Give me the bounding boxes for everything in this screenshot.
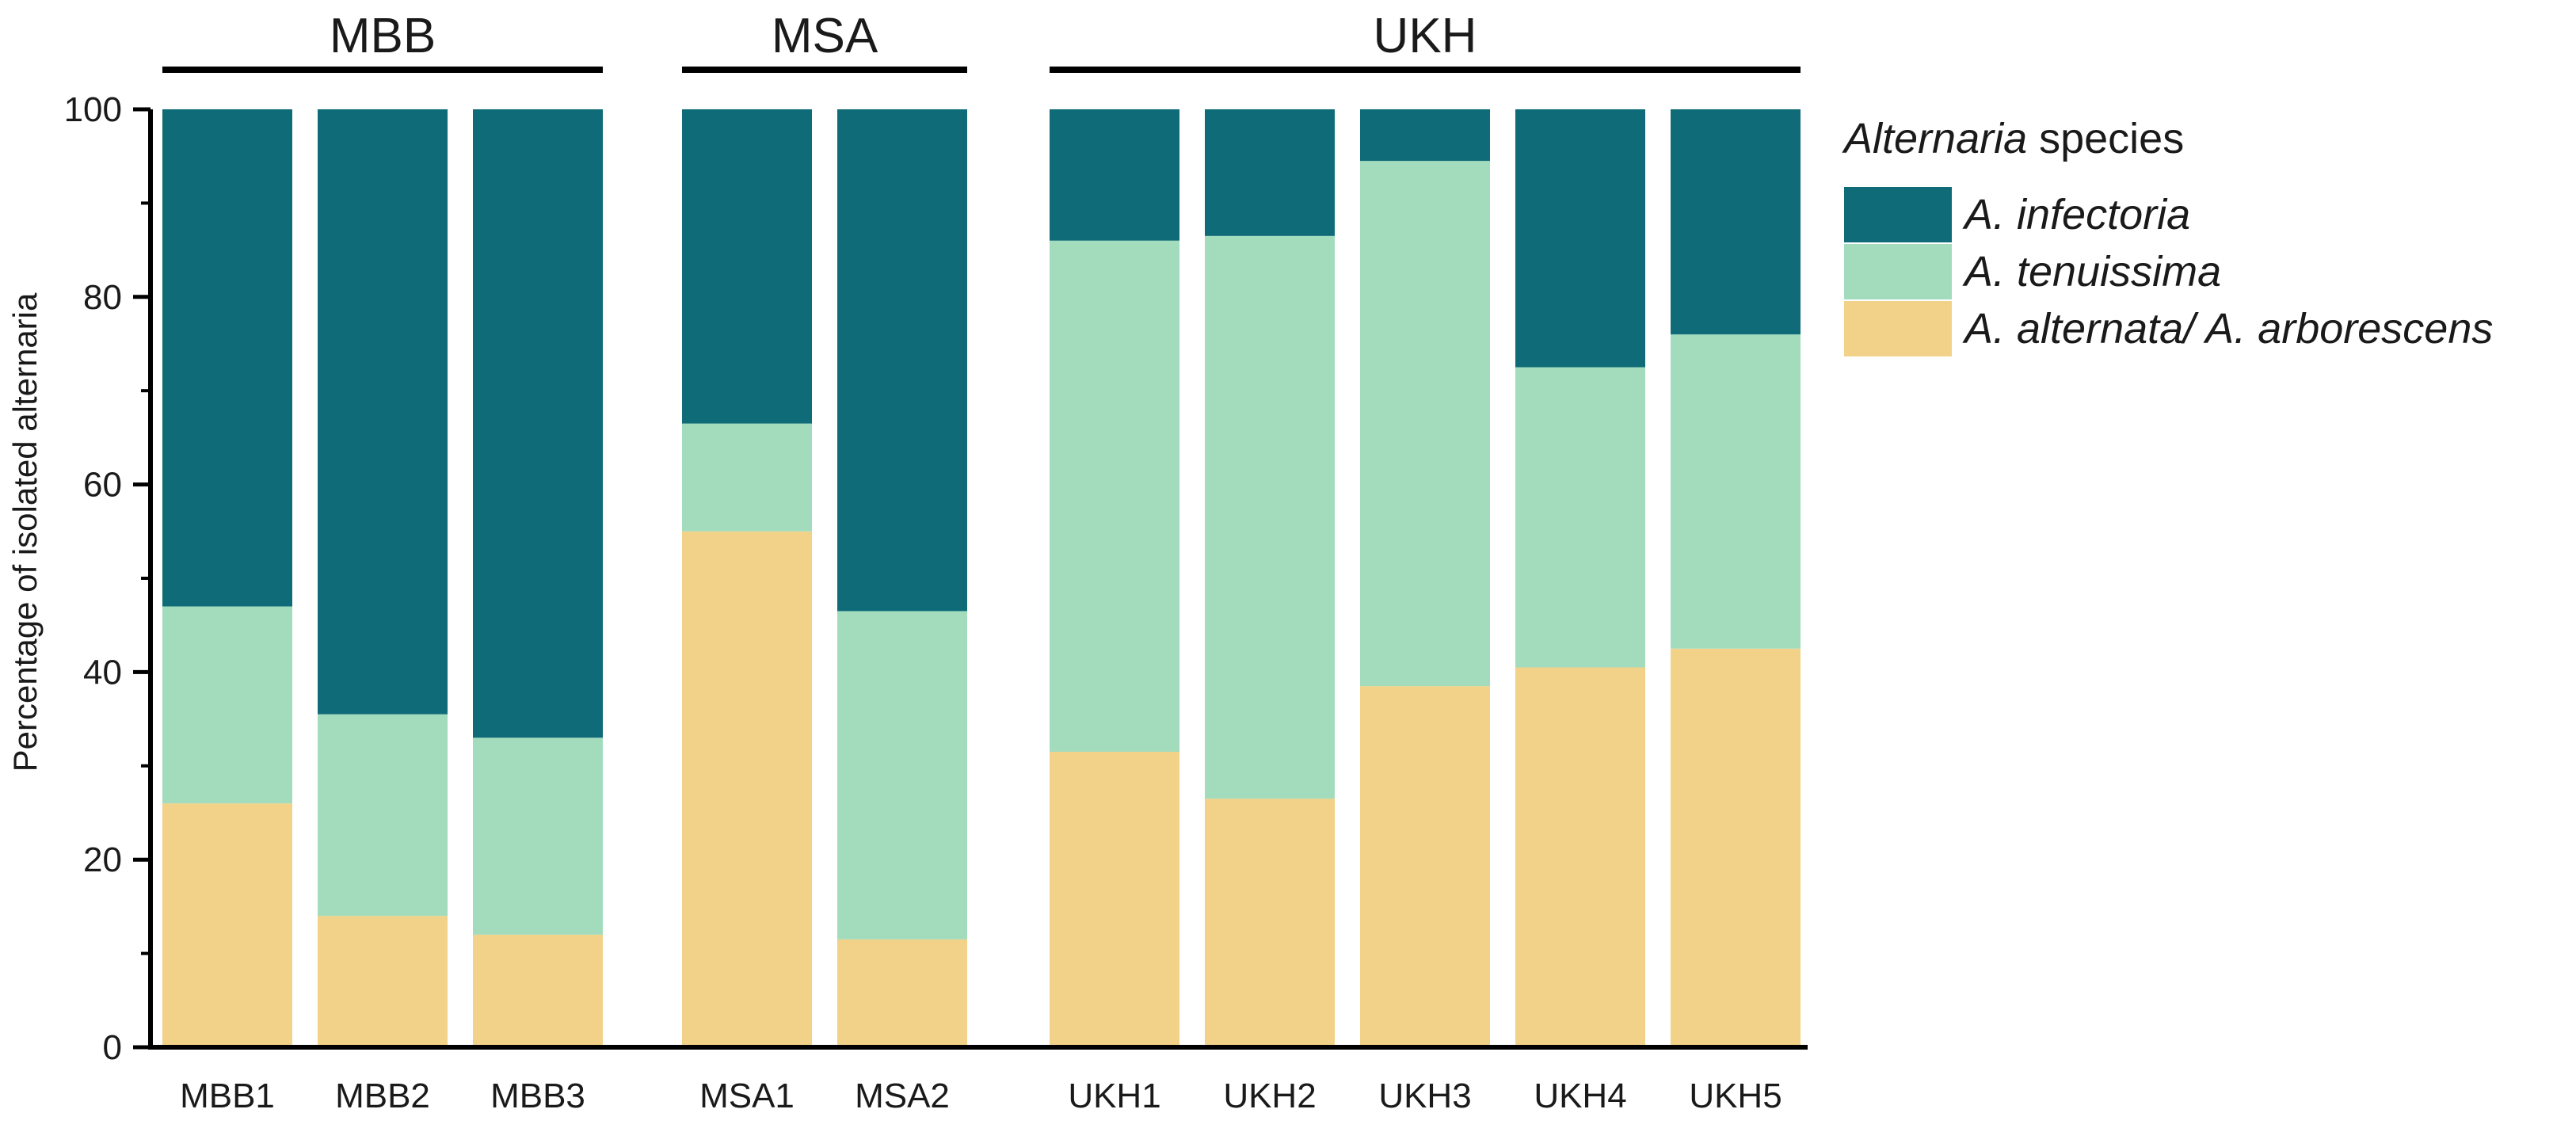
group-label-ukh: UKH: [1374, 9, 1477, 63]
y-tick-label: 0: [103, 1028, 122, 1067]
bar-msa2-series-2: [837, 109, 967, 612]
x-tick-label: MSA1: [699, 1077, 795, 1115]
x-tick-label: MBB3: [490, 1077, 585, 1115]
legend-entry-label: A. alternata/ A. arborescens: [1962, 305, 2493, 353]
x-tick-label: UKH3: [1378, 1077, 1471, 1115]
bar-mbb3-series-0: [473, 934, 603, 1047]
y-tick-label: 80: [83, 278, 122, 317]
x-tick-label: MBB1: [180, 1077, 275, 1115]
legend-swatch: [1844, 187, 1952, 242]
bars: [162, 109, 1801, 1047]
group-headers: MBB MSA UKH: [162, 9, 1801, 73]
bar-mbb2-series-0: [318, 916, 448, 1047]
legend-entry-label: A. infectoria: [1962, 191, 2190, 238]
y-tick-label: 100: [64, 90, 122, 129]
bar-ukh3-series-0: [1360, 686, 1490, 1047]
x-tick-label: MBB2: [335, 1077, 430, 1115]
y-axis-title: Percentage of isolated alternaria: [6, 292, 44, 772]
legend-swatch: [1844, 244, 1952, 299]
x-tick-label: MSA2: [855, 1077, 950, 1115]
bar-msa1-series-0: [682, 531, 812, 1047]
bar-ukh4-series-0: [1515, 667, 1645, 1047]
bar-ukh4-series-1: [1515, 367, 1645, 668]
bar-msa2-series-0: [837, 939, 967, 1047]
bar-mbb2-series-2: [318, 109, 448, 715]
y-tick-label: 60: [83, 466, 122, 505]
legend-title-rest: species: [2027, 115, 2184, 162]
legend: Alternaria species A. infectoria A. tenuis…: [1842, 115, 2493, 356]
legend-title: Alternaria species: [1842, 115, 2184, 162]
bar-ukh5-series-2: [1671, 109, 1801, 335]
x-tick-label: UKH2: [1223, 1077, 1316, 1115]
bar-ukh2-series-0: [1205, 798, 1335, 1047]
bar-ukh5-series-0: [1671, 648, 1801, 1047]
bar-mbb3-series-1: [473, 738, 603, 935]
bar-msa1-series-1: [682, 423, 812, 532]
bar-ukh1-series-0: [1050, 752, 1179, 1047]
y-tick-label: 20: [83, 840, 122, 879]
bar-mbb1-series-0: [162, 803, 292, 1047]
legend-title-genus: Alternaria: [1842, 115, 2027, 162]
x-tick-label: UKH5: [1689, 1077, 1781, 1115]
x-tick-label: UKH1: [1068, 1077, 1160, 1115]
bar-ukh2-series-1: [1205, 235, 1335, 799]
legend-entry-label: A. tenuissima: [1962, 248, 2221, 295]
axes: Percentage of isolated alternaria MBB1 MB…: [6, 90, 1808, 1115]
bar-mbb2-series-1: [318, 714, 448, 917]
bar-ukh2-series-2: [1205, 109, 1335, 236]
bar-mbb1-series-1: [162, 606, 292, 804]
group-label-mbb: MBB: [330, 9, 436, 63]
bar-ukh5-series-1: [1671, 334, 1801, 649]
bar-ukh1-series-2: [1050, 109, 1179, 241]
bar-msa1-series-2: [682, 109, 812, 424]
bar-ukh3-series-1: [1360, 161, 1490, 687]
bar-msa2-series-1: [837, 611, 967, 940]
x-tick-label: UKH4: [1534, 1077, 1626, 1115]
legend-swatch: [1844, 301, 1952, 356]
bar-ukh4-series-2: [1515, 109, 1645, 368]
group-label-msa: MSA: [772, 9, 878, 63]
y-tick-label: 40: [83, 653, 122, 692]
bar-mbb1-series-2: [162, 109, 292, 607]
bar-ukh1-series-1: [1050, 240, 1179, 753]
bar-ukh3-series-2: [1360, 109, 1490, 162]
bar-mbb3-series-2: [473, 109, 603, 738]
